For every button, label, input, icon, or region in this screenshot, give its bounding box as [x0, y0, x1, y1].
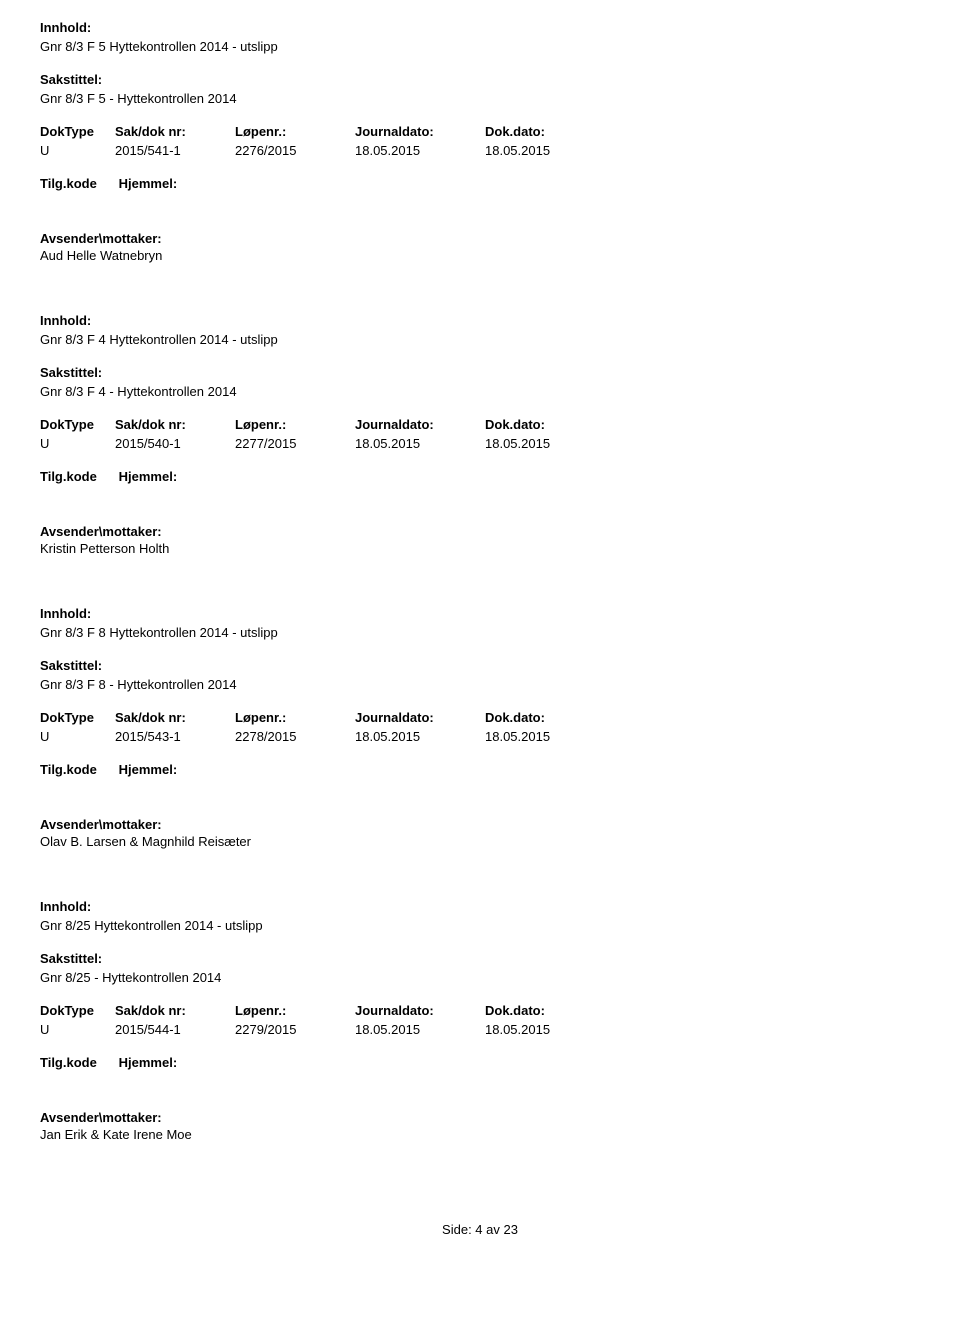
journal-entry: Innhold: Gnr 8/25 Hyttekontrollen 2014 -… [40, 899, 920, 1142]
innhold-label: Innhold: [40, 20, 920, 35]
tilgkode-row: Tilg.kode Hjemmel: [40, 469, 920, 484]
lopenr-header: Løpenr.: [235, 417, 355, 432]
document-page: Innhold: Gnr 8/3 F 5 Hyttekontrollen 201… [0, 0, 960, 1287]
innhold-label: Innhold: [40, 313, 920, 328]
doktype-header: DokType [40, 124, 115, 139]
dokdato-value: 18.05.2015 [485, 1022, 615, 1037]
tilgkode-label: Tilg.kode [40, 1055, 115, 1070]
innhold-value: Gnr 8/3 F 8 Hyttekontrollen 2014 - utsli… [40, 625, 920, 640]
journaldato-value: 18.05.2015 [355, 1022, 485, 1037]
saknr-header: Sak/dok nr: [115, 1003, 235, 1018]
innhold-value: Gnr 8/3 F 5 Hyttekontrollen 2014 - utsli… [40, 39, 920, 54]
dokdato-header: Dok.dato: [485, 417, 615, 432]
lopenr-value: 2279/2015 [235, 1022, 355, 1037]
avsender-label: Avsender\mottaker: [40, 231, 920, 246]
saknr-header: Sak/dok nr: [115, 124, 235, 139]
journaldato-header: Journaldato: [355, 1003, 485, 1018]
table-data-row: U 2015/543-1 2278/2015 18.05.2015 18.05.… [40, 729, 920, 744]
journaldato-header: Journaldato: [355, 417, 485, 432]
innhold-value: Gnr 8/3 F 4 Hyttekontrollen 2014 - utsli… [40, 332, 920, 347]
doktype-header: DokType [40, 1003, 115, 1018]
saknr-value: 2015/541-1 [115, 143, 235, 158]
tilgkode-label: Tilg.kode [40, 762, 115, 777]
lopenr-header: Løpenr.: [235, 710, 355, 725]
lopenr-value: 2276/2015 [235, 143, 355, 158]
tilgkode-row: Tilg.kode Hjemmel: [40, 1055, 920, 1070]
journaldato-header: Journaldato: [355, 124, 485, 139]
dokdato-header: Dok.dato: [485, 710, 615, 725]
journal-entry: Innhold: Gnr 8/3 F 4 Hyttekontrollen 201… [40, 313, 920, 556]
hjemmel-label: Hjemmel: [119, 469, 178, 484]
sakstittel-value: Gnr 8/3 F 4 - Hyttekontrollen 2014 [40, 384, 920, 399]
avsender-label: Avsender\mottaker: [40, 1110, 920, 1125]
sakstittel-value: Gnr 8/3 F 5 - Hyttekontrollen 2014 [40, 91, 920, 106]
tilgkode-row: Tilg.kode Hjemmel: [40, 762, 920, 777]
doktype-header: DokType [40, 710, 115, 725]
doktype-value: U [40, 1022, 115, 1037]
journal-entry: Innhold: Gnr 8/3 F 5 Hyttekontrollen 201… [40, 20, 920, 263]
lopenr-header: Løpenr.: [235, 1003, 355, 1018]
journal-entry: Innhold: Gnr 8/3 F 8 Hyttekontrollen 201… [40, 606, 920, 849]
table-header-row: DokType Sak/dok nr: Løpenr.: Journaldato… [40, 124, 920, 139]
journaldato-value: 18.05.2015 [355, 436, 485, 451]
table-header-row: DokType Sak/dok nr: Løpenr.: Journaldato… [40, 1003, 920, 1018]
saknr-value: 2015/540-1 [115, 436, 235, 451]
innhold-value: Gnr 8/25 Hyttekontrollen 2014 - utslipp [40, 918, 920, 933]
hjemmel-label: Hjemmel: [119, 762, 178, 777]
sakstittel-label: Sakstittel: [40, 72, 920, 87]
sakstittel-value: Gnr 8/25 - Hyttekontrollen 2014 [40, 970, 920, 985]
table-header-row: DokType Sak/dok nr: Løpenr.: Journaldato… [40, 710, 920, 725]
sakstittel-label: Sakstittel: [40, 365, 920, 380]
sakstittel-value: Gnr 8/3 F 8 - Hyttekontrollen 2014 [40, 677, 920, 692]
lopenr-header: Løpenr.: [235, 124, 355, 139]
sakstittel-label: Sakstittel: [40, 951, 920, 966]
table-data-row: U 2015/540-1 2277/2015 18.05.2015 18.05.… [40, 436, 920, 451]
hjemmel-label: Hjemmel: [119, 1055, 178, 1070]
tilgkode-row: Tilg.kode Hjemmel: [40, 176, 920, 191]
dokdato-value: 18.05.2015 [485, 729, 615, 744]
journaldato-header: Journaldato: [355, 710, 485, 725]
doktype-value: U [40, 729, 115, 744]
table-data-row: U 2015/541-1 2276/2015 18.05.2015 18.05.… [40, 143, 920, 158]
page-footer: Side: 4 av 23 [40, 1222, 920, 1257]
hjemmel-label: Hjemmel: [119, 176, 178, 191]
journaldato-value: 18.05.2015 [355, 143, 485, 158]
avsender-label: Avsender\mottaker: [40, 524, 920, 539]
doktype-value: U [40, 143, 115, 158]
sakstittel-label: Sakstittel: [40, 658, 920, 673]
avsender-label: Avsender\mottaker: [40, 817, 920, 832]
tilgkode-label: Tilg.kode [40, 469, 115, 484]
table-header-row: DokType Sak/dok nr: Løpenr.: Journaldato… [40, 417, 920, 432]
saknr-header: Sak/dok nr: [115, 417, 235, 432]
innhold-label: Innhold: [40, 899, 920, 914]
innhold-label: Innhold: [40, 606, 920, 621]
doktype-value: U [40, 436, 115, 451]
avsender-value: Kristin Petterson Holth [40, 541, 920, 556]
avsender-value: Aud Helle Watnebryn [40, 248, 920, 263]
avsender-value: Jan Erik & Kate Irene Moe [40, 1127, 920, 1142]
saknr-header: Sak/dok nr: [115, 710, 235, 725]
journaldato-value: 18.05.2015 [355, 729, 485, 744]
saknr-value: 2015/544-1 [115, 1022, 235, 1037]
dokdato-value: 18.05.2015 [485, 436, 615, 451]
tilgkode-label: Tilg.kode [40, 176, 115, 191]
avsender-value: Olav B. Larsen & Magnhild Reisæter [40, 834, 920, 849]
table-data-row: U 2015/544-1 2279/2015 18.05.2015 18.05.… [40, 1022, 920, 1037]
saknr-value: 2015/543-1 [115, 729, 235, 744]
doktype-header: DokType [40, 417, 115, 432]
lopenr-value: 2278/2015 [235, 729, 355, 744]
dokdato-header: Dok.dato: [485, 124, 615, 139]
lopenr-value: 2277/2015 [235, 436, 355, 451]
dokdato-header: Dok.dato: [485, 1003, 615, 1018]
dokdato-value: 18.05.2015 [485, 143, 615, 158]
